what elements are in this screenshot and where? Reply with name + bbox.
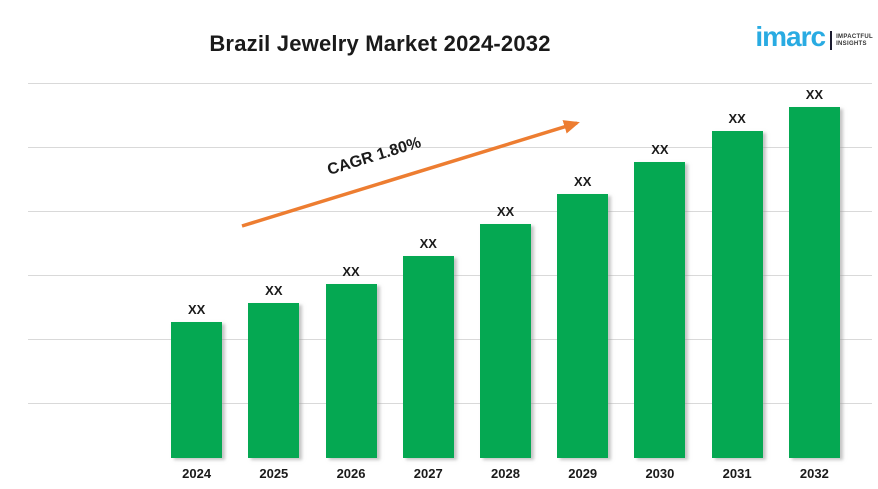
bar-slot-2028: XX 2028 [467,83,544,481]
category-label-2024: 2024 [182,466,212,481]
bar-2030 [634,162,686,458]
category-label-2028: 2028 [491,466,520,481]
bar-value-label: XX [805,87,824,102]
bar-2031 [711,131,763,458]
bar-value-label: XX [419,235,437,251]
logo-tagline-line2: INSIGHTS [836,41,867,48]
bar-slot-2025: XX 2025 [235,83,312,481]
imarc-logo: imarc IMPACTFUL INSIGHTS [755,21,873,52]
bar-value-label: XX [496,204,515,219]
category-label-2027: 2027 [413,466,443,481]
bar-2026 [325,284,377,458]
category-label-2025: 2025 [259,466,289,481]
imarc-logo-wordmark: imarc [755,21,826,52]
bar-value-label: XX [651,142,669,158]
bar-value-label: XX [574,174,592,189]
bar-slot-2026: XX 2026 [312,83,389,481]
bar-slot-2030: XX 2030 [621,83,698,481]
bar-2024 [171,321,223,458]
logo-divider [830,30,833,50]
bar-slot-2024: XX 2024 [158,83,235,481]
bar-slot-2029: XX 2029 [544,83,621,481]
logo-tagline: IMPACTFUL INSIGHTS [836,34,873,48]
bar-value-label: XX [342,264,360,279]
bar-value-label: XX [265,283,283,299]
bar-value-label: XX [187,301,206,317]
gridline [28,83,872,84]
category-label-2029: 2029 [568,466,598,481]
bar-slot-2027: XX 2027 [390,83,467,481]
bar-slot-2031: XX 2031 [699,83,776,481]
plot-area: XX 2024 XX 2025 XX 2026 XX 2027 XX 2028 XX 2029 XX 20… [158,83,853,481]
bar-value-label: XX [728,111,746,126]
bar-slot-2032: XX 2032 [776,83,853,481]
bar-2032 [788,107,840,458]
category-label-2030: 2030 [645,466,675,481]
bar-2025 [248,303,300,458]
chart-title: Brazil Jewelry Market 2024-2032 [209,31,551,56]
logo-tagline-line1: IMPACTFUL [836,34,873,41]
category-label-2032: 2032 [799,466,829,481]
bar-2029 [557,194,609,458]
bar-2028 [479,224,531,458]
category-label-2026: 2026 [336,466,366,481]
bar-2027 [402,255,454,458]
category-label-2031: 2031 [722,466,752,481]
